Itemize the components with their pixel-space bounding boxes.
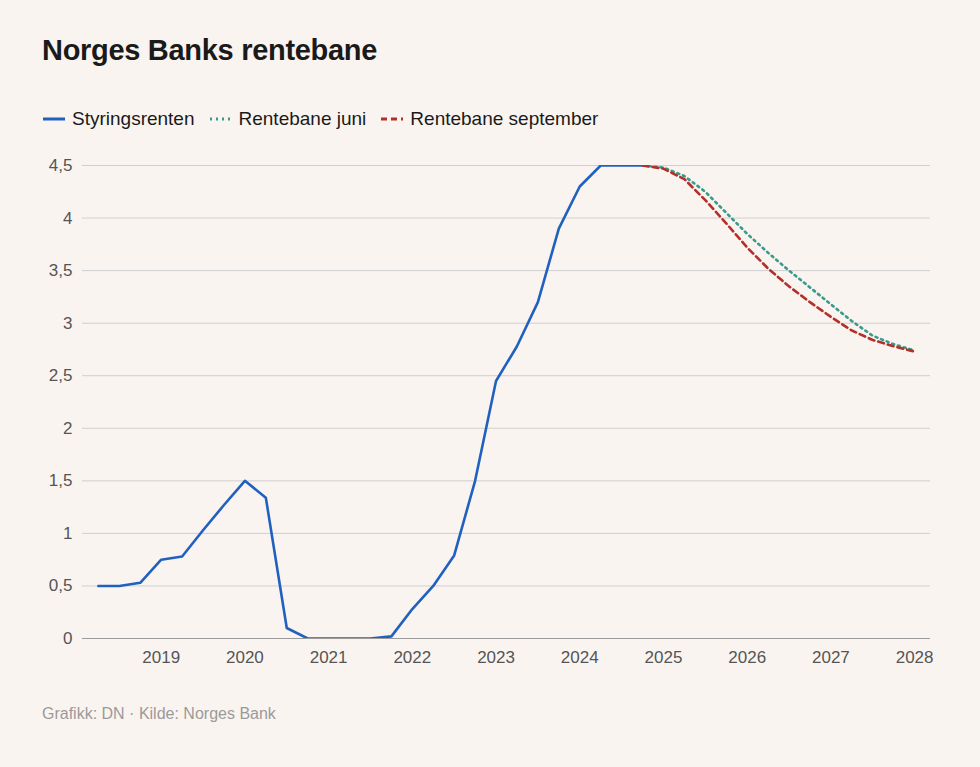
html-text:Rentebane september: Rentebane september xyxy=(410,108,599,129)
svg-text:2023: 2023 xyxy=(477,648,515,667)
html-text:Rentebane juni: Rentebane juni xyxy=(238,108,367,129)
svg-text:2020: 2020 xyxy=(226,648,264,667)
svg-text:4: 4 xyxy=(63,208,72,227)
html-text:Grafikk: DN · Kilde: Norges Ba: Grafikk: DN · Kilde: Norges Bank xyxy=(42,705,276,722)
svg-text:2026: 2026 xyxy=(728,648,766,667)
html-text:Styringsrenten: Styringsrenten xyxy=(72,108,195,129)
svg-text:0,5: 0,5 xyxy=(49,576,73,595)
svg-text:2028: 2028 xyxy=(896,648,934,667)
svg-text:1: 1 xyxy=(63,524,72,543)
svg-text:2025: 2025 xyxy=(645,648,683,667)
svg-text:2019: 2019 xyxy=(142,648,180,667)
html-text:Norges Banks rentebane: Norges Banks rentebane xyxy=(42,34,378,66)
svg-text:2027: 2027 xyxy=(812,648,850,667)
svg-text:1,5: 1,5 xyxy=(49,471,73,490)
svg-text:3: 3 xyxy=(63,314,72,333)
svg-text:2022: 2022 xyxy=(393,648,431,667)
svg-text:2,5: 2,5 xyxy=(49,366,73,385)
svg-text:4,5: 4,5 xyxy=(49,156,73,175)
svg-text:2024: 2024 xyxy=(561,648,599,667)
svg-text:3,5: 3,5 xyxy=(49,261,73,280)
svg-text:2021: 2021 xyxy=(310,648,348,667)
svg-text:0: 0 xyxy=(63,629,72,648)
svg-text:2: 2 xyxy=(63,419,72,438)
